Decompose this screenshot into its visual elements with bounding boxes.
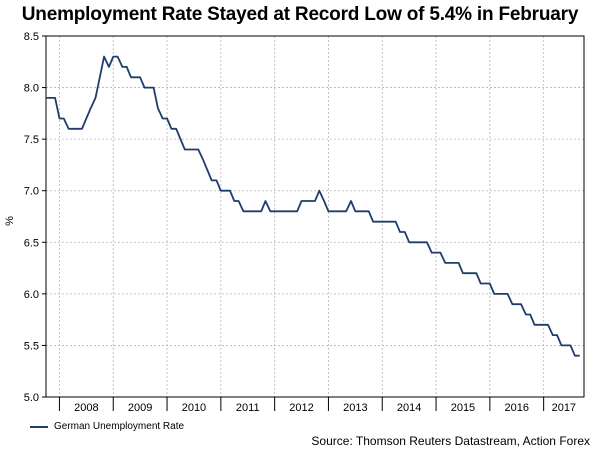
- x-tick-label: 2010: [182, 402, 206, 414]
- y-tick-label: 7.0: [24, 186, 39, 198]
- y-tick-label: 8.5: [24, 31, 39, 43]
- x-tick-label: 2015: [451, 402, 475, 414]
- x-tick-label: 2008: [74, 402, 98, 414]
- y-tick-label: 6.5: [24, 237, 39, 249]
- y-tick-label: 7.5: [24, 134, 39, 146]
- source-note: Source: Thomson Reuters Datastream, Acti…: [311, 434, 590, 448]
- x-tick-label: 2014: [397, 402, 421, 414]
- y-tick-label: 6.0: [24, 289, 39, 301]
- x-tick-label: 2017: [552, 402, 576, 414]
- y-tick-label: 5.0: [24, 392, 39, 404]
- series-line-german-unemployment-rate: [46, 55, 580, 357]
- x-tick-label: 2011: [236, 402, 260, 414]
- x-tick-label: 2009: [128, 402, 152, 414]
- x-tick-label: 2016: [505, 402, 529, 414]
- x-tick-label: 2013: [343, 402, 367, 414]
- y-axis-label: %: [4, 216, 16, 226]
- series-layer: [46, 55, 580, 357]
- plot-frame: [45, 35, 585, 398]
- axis-layer: 5.0 5.5 6.0 6.5 7.0 7.5 8.0 8.5 2008 2009 2010 2011…: [24, 31, 585, 414]
- y-tick-label: 8.0: [24, 83, 39, 95]
- legend-swatch: [30, 425, 48, 428]
- legend: German Unemployment Rate: [30, 421, 184, 432]
- legend-label: German Unemployment Rate: [54, 421, 185, 432]
- x-tick-label: 2012: [289, 402, 313, 414]
- chart-title: Unemployment Rate Stayed at Record Low o…: [21, 4, 579, 25]
- grid-layer: [46, 36, 584, 397]
- y-tick-label: 5.5: [24, 340, 39, 352]
